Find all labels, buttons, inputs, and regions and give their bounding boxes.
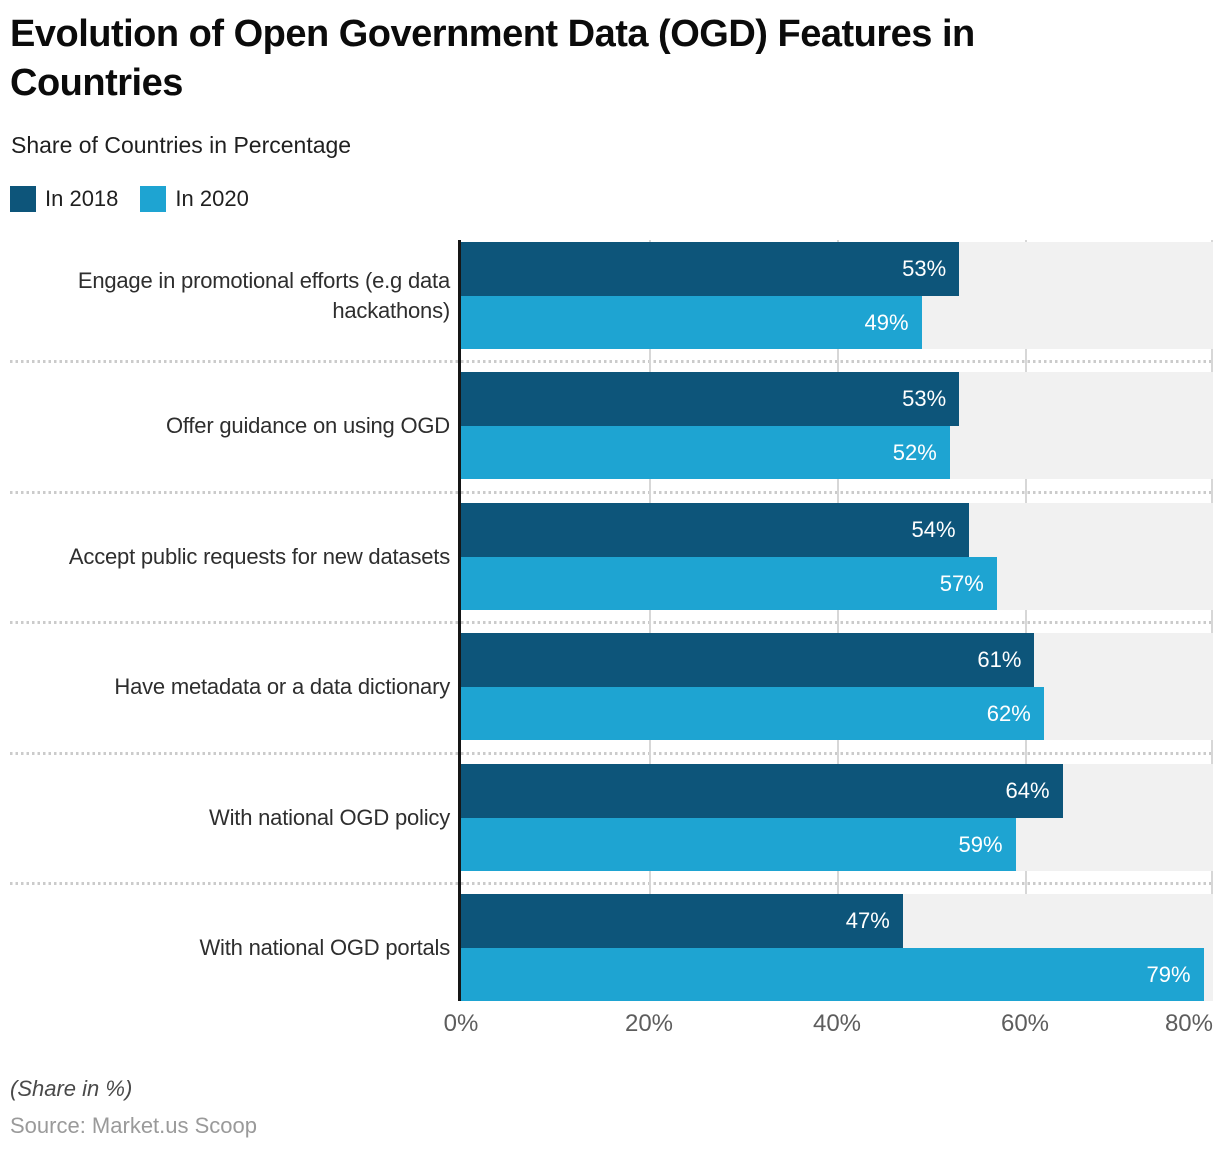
bar-2018: 53% [461,372,960,426]
grid-line [649,240,651,1001]
bar-2018: 64% [461,764,1063,818]
legend-label-2020: In 2020 [175,186,249,211]
row-band: 47% 79% [461,894,1213,1001]
bar-2020: 49% [461,296,922,349]
y-axis-line [458,240,461,1001]
grid-line [1211,240,1213,1001]
legend-item-2020: In 2020 [140,186,249,212]
bar-2018: 53% [461,242,960,296]
row-band: 53% 52% [461,372,1213,479]
bar-value-label: 59% [958,831,1003,857]
x-tick-label: 40% [812,1010,862,1037]
bar-value-label: 57% [939,570,984,596]
bar-2020: 62% [461,687,1044,740]
bar-value-label: 53% [902,256,947,281]
row-separator [10,360,1213,363]
chart-subtitle: Share of Countries in Percentage [11,132,352,158]
bar-2020: 57% [461,557,997,610]
legend-label-2018: In 2018 [45,186,119,211]
bar-value-label: 64% [1005,778,1050,803]
legend-item-2018: In 2018 [10,186,118,212]
grid-line [1025,240,1027,1001]
row-band: 54% 57% [461,503,1213,610]
legend-swatch-2018 [10,186,36,212]
x-tick-label: 20% [624,1010,674,1037]
row-band: 61% 62% [461,633,1213,740]
bar-value-label: 54% [911,517,956,542]
x-tick-label: 60% [1000,1010,1050,1037]
bar-value-label: 52% [892,439,937,465]
bar-value-label: 53% [902,386,947,411]
row-separator [10,752,1213,755]
grid-line [837,240,839,1001]
bar-2018: 47% [461,894,903,948]
plot-area: 53% 49% 53% 52% 54% 57% 61% 62% 64% 59% 47% 79% [461,240,1213,1001]
chart-title: Evolution of Open Government Data (OGD) … [10,13,975,105]
bar-2020: 59% [461,818,1016,871]
row-separator [10,621,1213,624]
bar-value-label: 79% [1146,961,1191,987]
row-separator [10,491,1213,494]
bar-value-label: 49% [864,309,909,335]
category-label: Offer guidance on using OGD [165,412,450,438]
share-note: (Share in %) [10,1076,133,1101]
category-label: Have metadata or a data dictionary [114,673,450,699]
category-label: Engage in promotional efforts (e.g data … [77,268,450,323]
bar-2018: 54% [461,503,969,557]
bar-2018: 61% [461,633,1035,687]
row-band: 53% 49% [461,242,1213,349]
row-band: 64% 59% [461,764,1213,871]
source-credit: Source: Market.us Scoop [10,1113,258,1138]
category-label: With national OGD portals [199,934,450,960]
bar-value-label: 61% [977,647,1022,672]
bar-value-label: 47% [845,908,890,933]
legend-swatch-2020 [140,186,167,212]
bar-2020: 52% [461,426,950,479]
category-label: Accept public requests for new datasets [68,543,450,569]
x-tick-label: 0% [443,1010,479,1037]
bar-2020: 79% [461,948,1204,1001]
x-tick-label: 80% [1164,1010,1213,1037]
bar-value-label: 62% [986,700,1031,726]
category-label: With national OGD policy [209,804,450,830]
row-separator [10,882,1213,885]
legend: In 2018 In 2020 [10,186,249,212]
